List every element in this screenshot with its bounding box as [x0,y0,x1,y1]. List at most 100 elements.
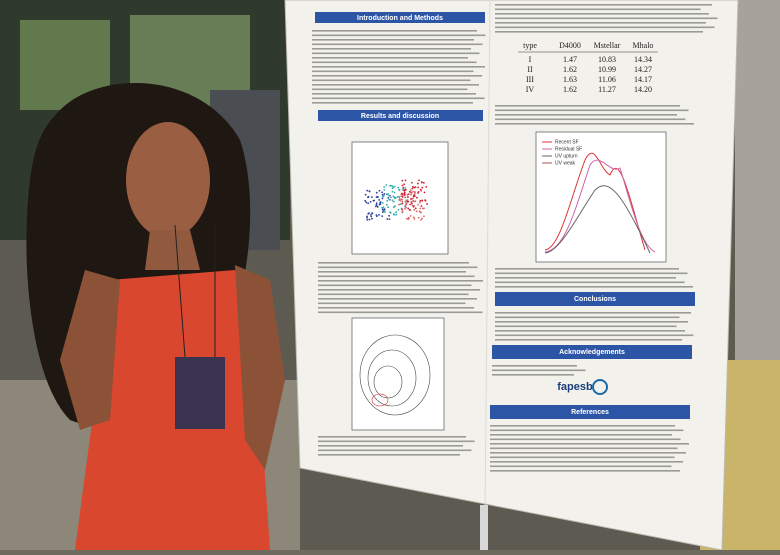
point [382,206,385,209]
text-line [318,436,466,438]
point [423,191,426,194]
point [390,196,392,199]
point [409,215,412,217]
text-line [318,271,466,273]
point [383,208,386,211]
point [410,189,412,192]
section-header [495,292,695,306]
point [421,199,424,202]
text-line [490,438,681,441]
point [399,203,402,206]
text-line [312,102,473,104]
text-line [495,118,686,121]
text-line [318,449,472,452]
section-title: Introduction and Methods [357,15,443,22]
point [388,194,390,197]
point [403,192,406,195]
point [392,200,395,203]
text-line [312,52,480,55]
point [404,179,407,182]
point [411,187,414,190]
point [393,213,396,216]
point [392,186,395,189]
point [381,191,383,194]
table-cell: 14.27 [634,65,652,74]
point [371,212,373,214]
point [368,218,371,221]
point [398,189,401,191]
point [387,197,390,199]
section-header [318,110,483,121]
contour-figure [351,317,445,431]
point [393,191,396,194]
text-line [492,374,574,376]
scatter-figure [351,141,449,255]
point [417,203,419,206]
text-line [495,105,680,107]
point [381,202,384,204]
point [405,199,408,202]
point [419,218,422,221]
text-line [495,8,701,11]
text-line [312,84,479,86]
point [416,182,419,185]
column-divider [484,0,491,511]
curve [544,159,656,253]
text-line [495,26,715,29]
text-line [495,268,679,270]
point [412,195,415,198]
point [378,189,381,192]
point [401,196,404,198]
point [378,199,381,201]
point [414,186,417,189]
point [421,217,423,220]
table-cell: 1.47 [563,55,577,64]
point [401,194,404,196]
point [418,201,421,204]
point [384,211,387,213]
text-line [492,365,577,367]
point [412,185,414,188]
text-line [318,293,469,296]
text-line [495,22,706,24]
text-line [318,266,478,269]
point [405,202,408,205]
text-line [312,79,471,82]
arm [235,265,285,470]
text-line [318,298,477,300]
text-line [495,4,712,6]
table-cell: 10.99 [598,65,616,74]
table-cell: 14.17 [634,75,652,84]
text-line [495,123,694,125]
point [400,195,403,198]
point [370,196,373,199]
text-line [312,61,477,64]
point [403,183,406,186]
point [404,201,407,203]
text-line [318,289,480,291]
text-line [495,109,689,112]
point [401,184,404,187]
point [404,196,407,199]
stand [480,505,488,550]
text-line [490,452,686,454]
text-line [318,311,483,314]
point [395,211,397,214]
point [376,205,379,208]
point [378,214,380,216]
point [420,211,422,214]
point [364,199,367,202]
point [379,203,382,205]
table-cell: 1.62 [563,85,577,94]
text-line [495,316,680,319]
face [126,122,210,238]
point [381,197,384,200]
point [419,188,422,191]
text-line [312,66,485,68]
point [410,198,412,200]
text-line [312,57,468,59]
text-line [492,369,586,372]
table-cell: 11.27 [598,85,616,94]
table: type D4000 Mstellar Mhalo I 1.47 10.83 14.34 II 1… [518,41,658,94]
